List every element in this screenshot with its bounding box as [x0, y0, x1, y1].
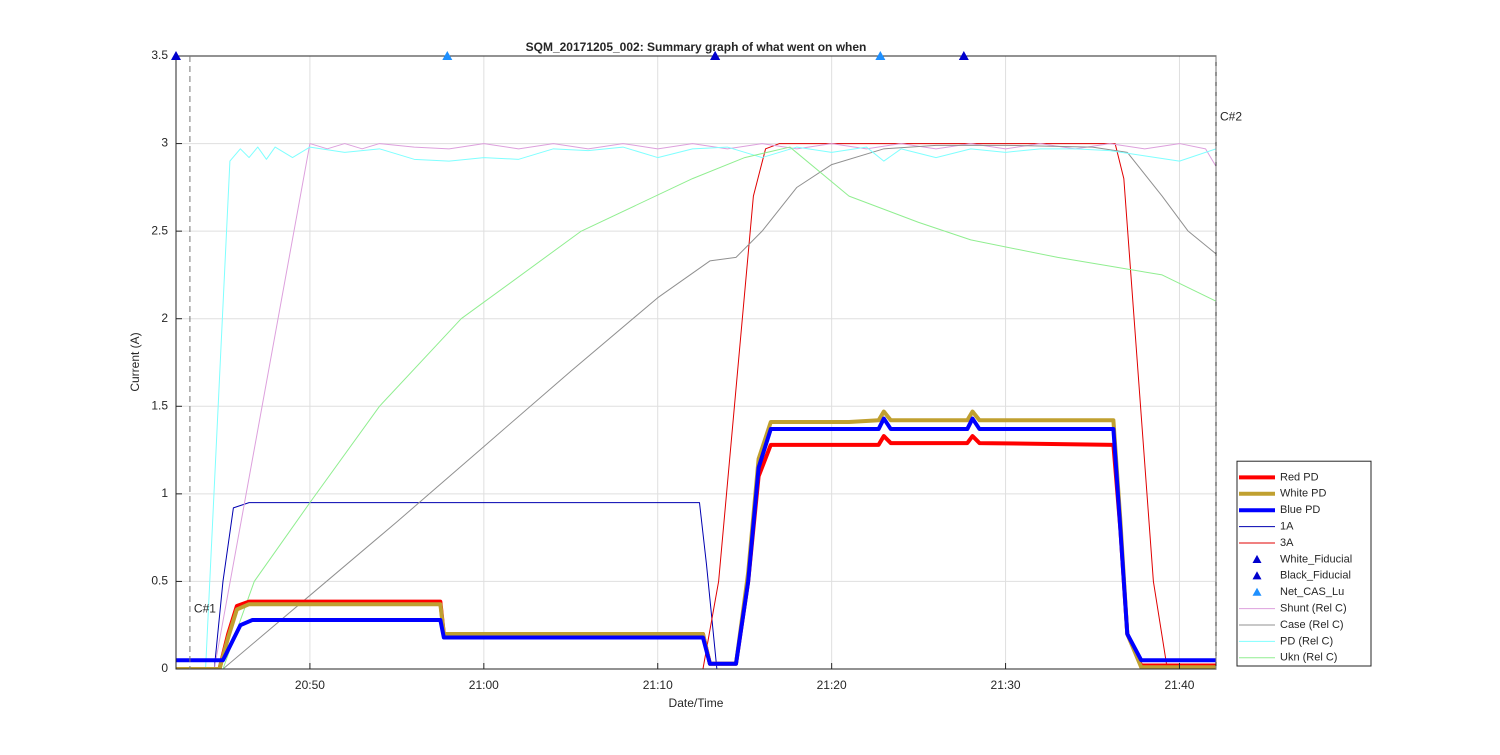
y-tick-label: 0.5 [151, 574, 168, 588]
series-line [176, 146, 1216, 669]
y-tick-label: 1.5 [151, 398, 168, 412]
legend: Red PD White PD Blue PD 1A 3A White_Fiducial B… [1236, 460, 1372, 667]
axes: 0 0.5 1 1.5 2 2.5 3 3.5 20:50 21:00 21:10 21:20 21:3… [151, 48, 1242, 692]
marker [442, 51, 453, 60]
marker [710, 51, 721, 60]
legend-label: PD (Rel C) [1280, 635, 1333, 647]
legend-label: Ukn (Rel C) [1280, 652, 1337, 664]
x-axis-label: Date/Time [669, 696, 724, 710]
marker [875, 51, 886, 60]
legend-label: Case (Rel C) [1280, 619, 1344, 631]
plot-border [175, 55, 1217, 670]
y-tick-label: 3.5 [151, 48, 168, 62]
y-axis-label: Current (A) [128, 332, 142, 391]
x-tick-label: 21:10 [643, 678, 673, 692]
legend-label: White_Fiducial [1280, 553, 1352, 565]
x-tick-label: 21:20 [817, 678, 847, 692]
x-tick-label: 21:30 [991, 678, 1021, 692]
legend-marker [1252, 571, 1262, 580]
x-tick-label: 20:50 [295, 678, 325, 692]
x-tick-label: 21:40 [1164, 678, 1194, 692]
legend-marker [1252, 554, 1262, 563]
y-tick-label: 0 [161, 661, 168, 675]
plot-area [176, 56, 1216, 669]
legend-label: Black_Fiducial [1280, 570, 1351, 582]
legend-label: Shunt (Rel C) [1280, 603, 1347, 615]
x-tick-label: 21:00 [469, 678, 499, 692]
series-line [176, 502, 1216, 669]
legend-label: Red PD [1280, 471, 1319, 483]
cursor-label: C#1 [194, 602, 216, 616]
series-line [176, 416, 1216, 666]
legend-marker [1252, 587, 1262, 596]
y-tick-label: 2.5 [151, 223, 168, 237]
series-line [176, 409, 1216, 669]
legend-label: Net_CAS_Lu [1280, 586, 1344, 598]
chart-title: SQM_20171205_002: Summary graph of what … [526, 40, 867, 54]
lines [176, 143, 1216, 669]
cursor-label: C#2 [1220, 109, 1242, 123]
y-tick-label: 1 [161, 486, 168, 500]
series-line [176, 143, 1216, 669]
series-line [176, 143, 1216, 669]
y-tick-label: 3 [161, 136, 168, 150]
marker [958, 51, 969, 60]
marker [171, 51, 181, 60]
legend-label: 1A [1280, 521, 1294, 533]
y-tick-label: 2 [161, 311, 168, 325]
legend-label: White PD [1280, 488, 1327, 500]
legend-label: 3A [1280, 537, 1294, 549]
legend-label: Blue PD [1280, 504, 1320, 516]
series-line [176, 146, 1216, 669]
series-line [176, 144, 1216, 669]
